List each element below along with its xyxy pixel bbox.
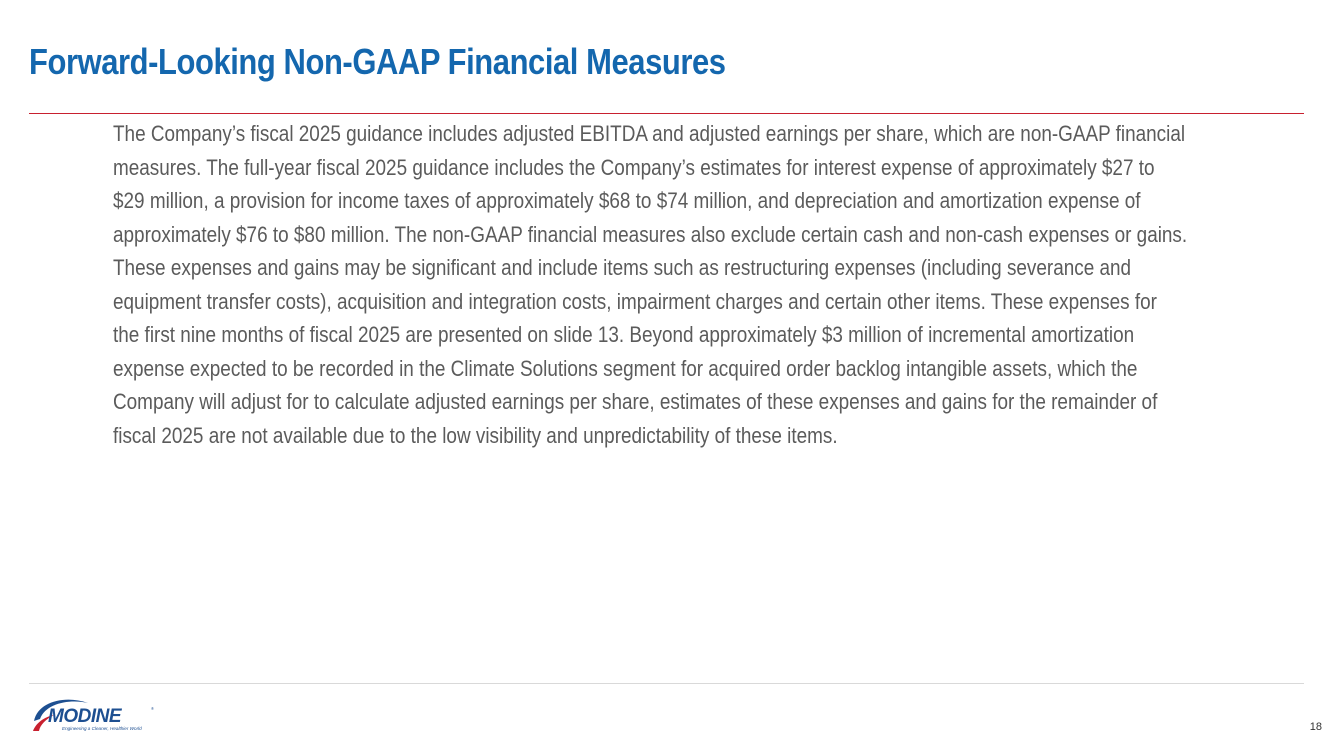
slide-body-text: The Company’s fiscal 2025 guidance inclu…: [113, 121, 1188, 448]
slide-title: Forward-Looking Non-GAAP Financial Measu…: [29, 41, 726, 82]
page-number: 18: [1309, 721, 1322, 733]
svg-text:Engineering a Cleaner, Healthi: Engineering a Cleaner, Healthier World: [62, 726, 142, 731]
title-divider: [29, 113, 1304, 114]
footer-divider: [29, 683, 1304, 684]
svg-text:®: ®: [151, 706, 154, 711]
svg-text:MODINE: MODINE: [48, 706, 123, 727]
modine-logo: MODINE ® Engineering a Cleaner, Healthie…: [30, 693, 160, 735]
modine-swoosh-logo-icon: MODINE ® Engineering a Cleaner, Healthie…: [33, 699, 154, 731]
